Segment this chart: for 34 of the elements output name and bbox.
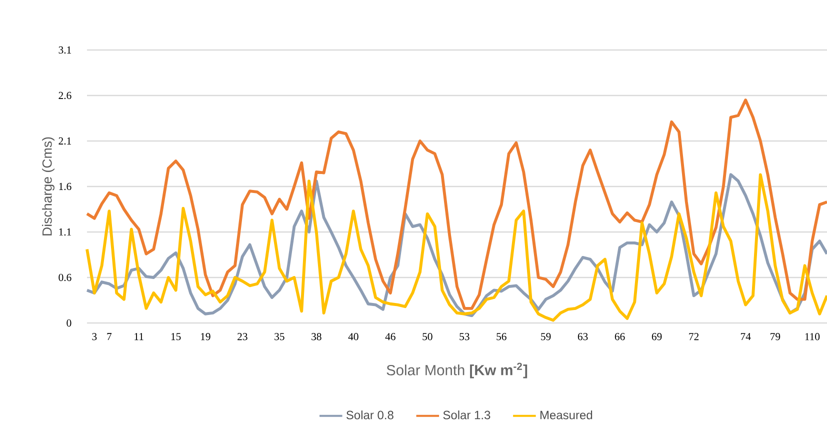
x-tick-label: 35 (274, 333, 284, 340)
x-tick-label: 66 (614, 333, 625, 340)
x-tick-label: 56 (496, 333, 506, 340)
x-tick-label: 7 (107, 333, 112, 340)
y-tick-label: 2.6 (58, 92, 72, 100)
legend-label: Solar 0.8 (346, 410, 394, 420)
x-tick-label: 59 (541, 333, 551, 340)
y-tick-label: 0 (66, 319, 72, 327)
x-tick-label: 40 (348, 333, 358, 340)
legend-label: Measured (540, 410, 592, 420)
y-axis-title: Discharge (Cms) (42, 137, 54, 236)
y-tick-label: 2.1 (58, 137, 71, 145)
x-tick-label: 110 (805, 333, 820, 340)
x-tick-label: 38 (312, 333, 322, 340)
x-tick-label: 63 (578, 333, 588, 340)
y-tick-label: 3.1 (58, 46, 71, 54)
x-tick-label: 50 (422, 333, 432, 340)
y-tick-label: 0.6 (58, 274, 72, 282)
x-tick-label: 46 (385, 333, 396, 340)
x-tick-label: 19 (201, 333, 210, 340)
x-tick-label: 69 (652, 333, 662, 340)
x-tick-label: 74 (740, 333, 751, 340)
x-tick-label: 11 (134, 333, 144, 340)
x-tick-label: 72 (689, 333, 699, 340)
x-tick-label: 15 (171, 333, 181, 340)
legend-label: Solar 1.3 (443, 410, 490, 420)
y-tick-label: 1.1 (59, 228, 71, 236)
line-series (86, 98, 827, 310)
x-tick-label: 23 (238, 333, 248, 340)
x-tick-label: 3 (92, 333, 97, 340)
text: Solar Month [Kw m$^{-2}$] (386, 362, 528, 378)
y-tick-label: 1.6 (59, 182, 72, 190)
x-tick-label: 53 (460, 333, 470, 340)
x-tick-label: 79 (770, 333, 780, 340)
